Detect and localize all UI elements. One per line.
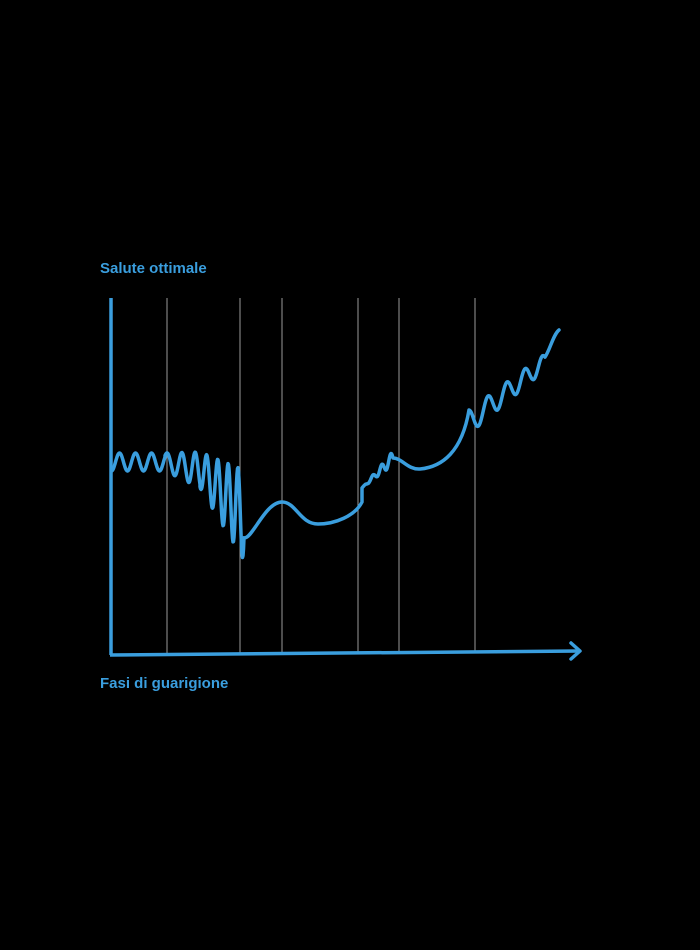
- x-axis-arrow: [569, 641, 582, 661]
- x-axis-label: Fasi di guarigione: [100, 675, 228, 692]
- y-axis-label: Salute ottimale: [100, 260, 207, 277]
- phase-lines: [166, 298, 476, 653]
- health-curve: [110, 328, 561, 560]
- x-axis: [109, 649, 580, 657]
